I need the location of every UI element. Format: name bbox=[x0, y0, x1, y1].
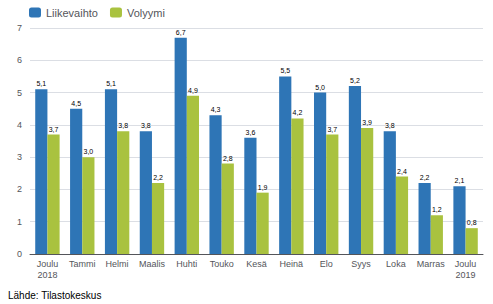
svg-text:5,0: 5,0 bbox=[315, 84, 325, 91]
svg-text:Helmi: Helmi bbox=[106, 259, 129, 269]
svg-text:Liikevaihto: Liikevaihto bbox=[46, 7, 98, 19]
svg-text:1,9: 1,9 bbox=[258, 184, 268, 191]
svg-text:5: 5 bbox=[17, 88, 22, 98]
svg-text:4,2: 4,2 bbox=[293, 109, 303, 116]
svg-text:3,8: 3,8 bbox=[141, 122, 151, 129]
svg-text:4,5: 4,5 bbox=[71, 100, 81, 107]
svg-text:2,2: 2,2 bbox=[420, 174, 430, 181]
svg-text:Marras: Marras bbox=[417, 259, 446, 269]
svg-text:3: 3 bbox=[17, 152, 22, 162]
svg-text:7: 7 bbox=[17, 23, 22, 33]
svg-text:5,1: 5,1 bbox=[36, 80, 46, 87]
svg-text:3,8: 3,8 bbox=[385, 122, 395, 129]
svg-text:Tammi: Tammi bbox=[69, 259, 96, 269]
svg-text:2,8: 2,8 bbox=[223, 155, 233, 162]
svg-text:2,1: 2,1 bbox=[455, 177, 465, 184]
svg-text:5,5: 5,5 bbox=[280, 67, 290, 74]
svg-text:0: 0 bbox=[17, 249, 22, 259]
svg-text:4,9: 4,9 bbox=[188, 87, 198, 94]
svg-text:3,6: 3,6 bbox=[246, 129, 256, 136]
svg-text:2018: 2018 bbox=[37, 270, 57, 280]
svg-text:Elo: Elo bbox=[320, 259, 333, 269]
svg-text:Volyymi: Volyymi bbox=[127, 7, 165, 19]
svg-text:Syys: Syys bbox=[351, 259, 371, 269]
svg-text:Touko: Touko bbox=[210, 259, 234, 269]
svg-text:1,2: 1,2 bbox=[432, 206, 442, 213]
svg-text:Huhti: Huhti bbox=[176, 259, 197, 269]
svg-text:1: 1 bbox=[17, 217, 22, 227]
svg-text:6,7: 6,7 bbox=[176, 29, 186, 36]
svg-text:5,1: 5,1 bbox=[106, 80, 116, 87]
svg-text:3,7: 3,7 bbox=[327, 126, 337, 133]
svg-text:0,8: 0,8 bbox=[467, 219, 477, 226]
svg-text:3,0: 3,0 bbox=[84, 148, 94, 155]
svg-text:Joulu: Joulu bbox=[455, 259, 477, 269]
svg-text:6: 6 bbox=[17, 55, 22, 65]
svg-text:4: 4 bbox=[17, 120, 22, 130]
svg-text:3,9: 3,9 bbox=[362, 119, 372, 126]
svg-text:2019: 2019 bbox=[456, 270, 476, 280]
svg-text:Loka: Loka bbox=[386, 259, 406, 269]
svg-text:Heinä: Heinä bbox=[280, 259, 304, 269]
svg-text:3,7: 3,7 bbox=[49, 126, 59, 133]
svg-text:Kesä: Kesä bbox=[246, 259, 267, 269]
svg-text:5,2: 5,2 bbox=[350, 77, 360, 84]
svg-text:3,8: 3,8 bbox=[118, 122, 128, 129]
svg-text:Maalis: Maalis bbox=[139, 259, 166, 269]
svg-text:Lähde: Tilastokeskus: Lähde: Tilastokeskus bbox=[8, 290, 101, 301]
svg-text:2,4: 2,4 bbox=[397, 168, 407, 175]
svg-text:4,3: 4,3 bbox=[211, 106, 221, 113]
svg-text:2: 2 bbox=[17, 184, 22, 194]
svg-text:Joulu: Joulu bbox=[37, 259, 59, 269]
svg-text:2,2: 2,2 bbox=[153, 174, 163, 181]
